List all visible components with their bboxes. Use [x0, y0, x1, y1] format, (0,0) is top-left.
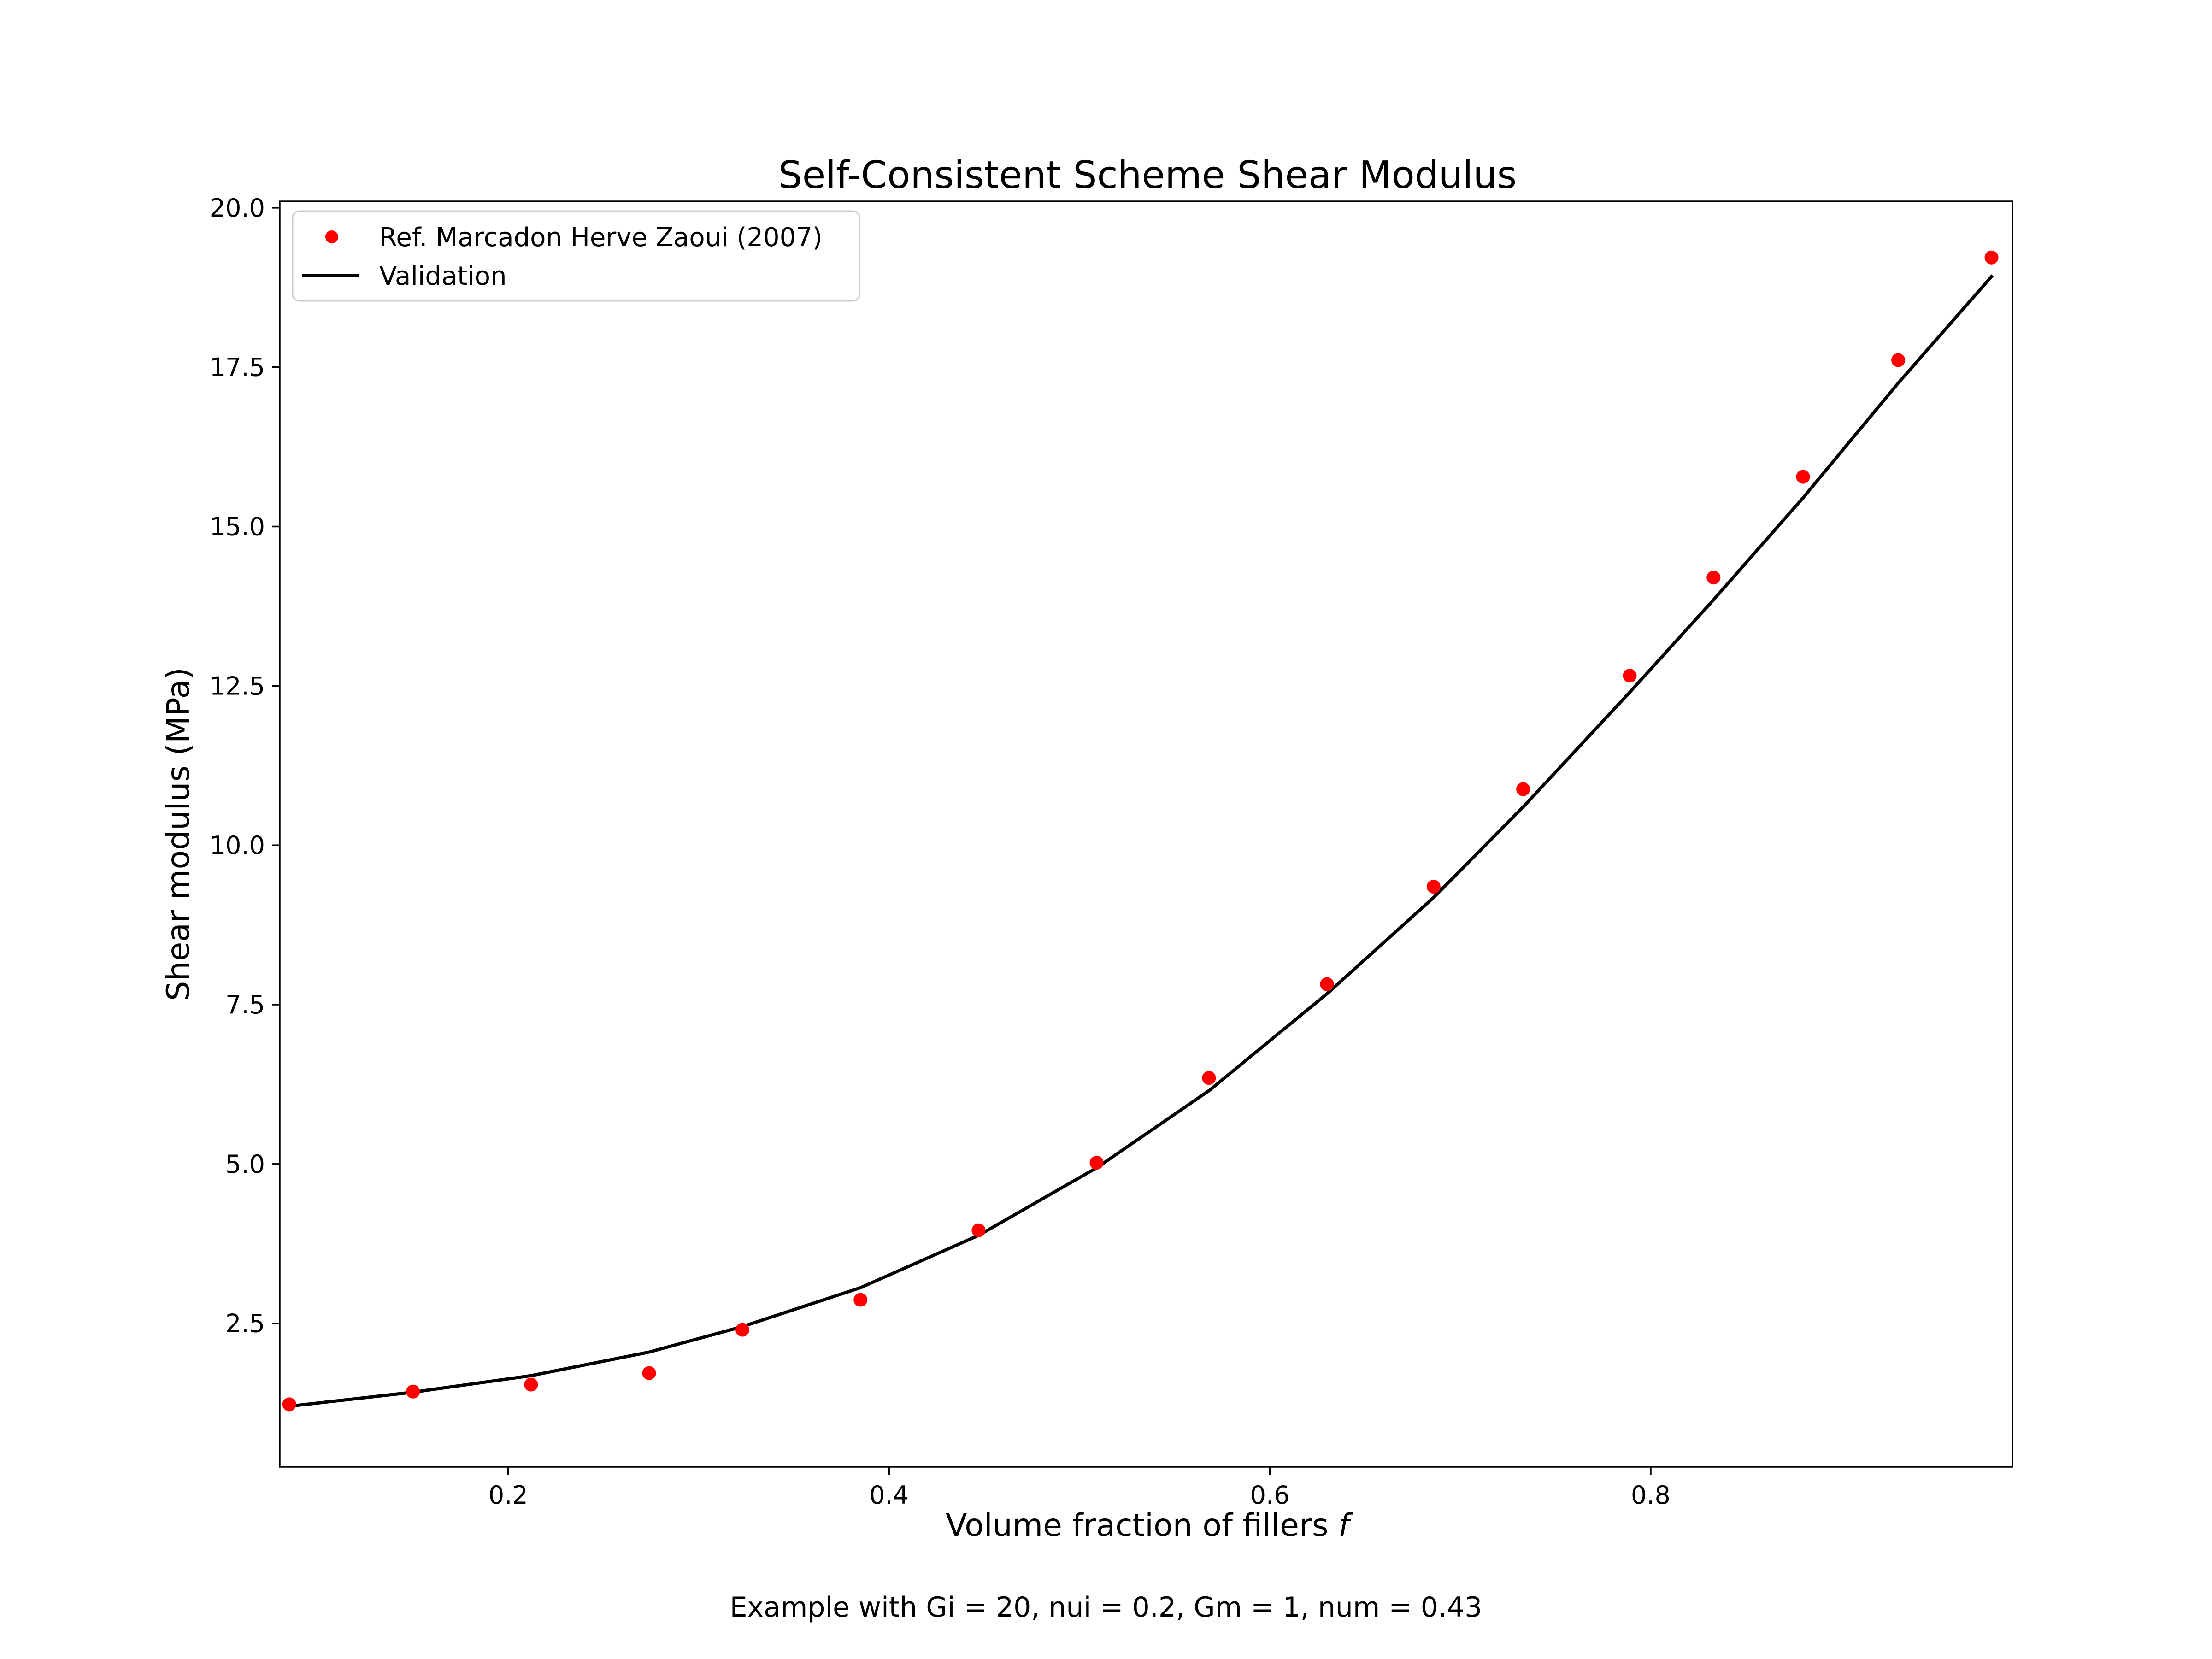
x-tick-label: 0.6	[1250, 1481, 1290, 1510]
reference-point	[1202, 1071, 1216, 1085]
y-tick-label: 15.0	[210, 512, 265, 541]
y-tick-label: 2.5	[225, 1309, 265, 1338]
reference-point	[642, 1366, 656, 1380]
y-tick-label: 20.0	[210, 194, 265, 223]
validation-line	[287, 274, 1994, 1408]
y-tick-label: 17.5	[210, 353, 265, 382]
reference-point	[282, 1397, 296, 1412]
x-tick-label: 0.2	[488, 1481, 528, 1510]
legend: Ref. Marcadon Herve Zaoui (2007) Validat…	[292, 210, 860, 302]
reference-point	[1320, 977, 1334, 991]
y-tick-label: 7.5	[225, 990, 265, 1019]
y-axis-label: Shear modulus (MPa)	[160, 667, 197, 1001]
chart-title: Self-Consistent Scheme Shear Modulus	[778, 153, 1517, 197]
plot-area	[282, 250, 1999, 1412]
reference-point	[524, 1377, 538, 1392]
y-tick-label: 12.5	[210, 671, 265, 700]
x-axis-label-text: Volume fraction of fillers	[946, 1507, 1328, 1544]
axes-frame	[279, 200, 2013, 1468]
reference-point	[1796, 470, 1810, 484]
y-tick-label: 10.0	[210, 831, 265, 860]
reference-point	[1426, 880, 1441, 894]
y-axis: 2.5 5.0 7.5 10.0 12.5 15.0 17.5 20.0	[210, 194, 280, 1338]
x-tick-label: 0.4	[869, 1481, 909, 1510]
reference-point	[1516, 782, 1530, 796]
reference-point	[1984, 250, 1999, 265]
reference-point	[1623, 669, 1637, 683]
reference-point	[1706, 571, 1721, 585]
x-axis: 0.2 0.4 0.6 0.8	[488, 1467, 1671, 1510]
reference-point	[971, 1223, 986, 1237]
reference-point	[853, 1293, 868, 1307]
reference-point	[1089, 1156, 1104, 1170]
y-tick-label: 5.0	[225, 1150, 265, 1179]
reference-point	[1891, 353, 1906, 367]
legend-label-reference: Ref. Marcadon Herve Zaoui (2007)	[379, 223, 823, 253]
x-tick-label: 0.8	[1631, 1481, 1671, 1510]
figure-caption: Example with Gi = 20, nui = 0.2, Gm = 1,…	[730, 1591, 1483, 1624]
legend-box	[292, 210, 860, 302]
legend-marker-reference	[325, 230, 338, 243]
legend-label-validation: Validation	[379, 261, 507, 291]
x-axis-label: Volume fraction of fillers f	[946, 1507, 1353, 1544]
reference-point	[406, 1384, 420, 1399]
reference-point	[735, 1323, 750, 1337]
